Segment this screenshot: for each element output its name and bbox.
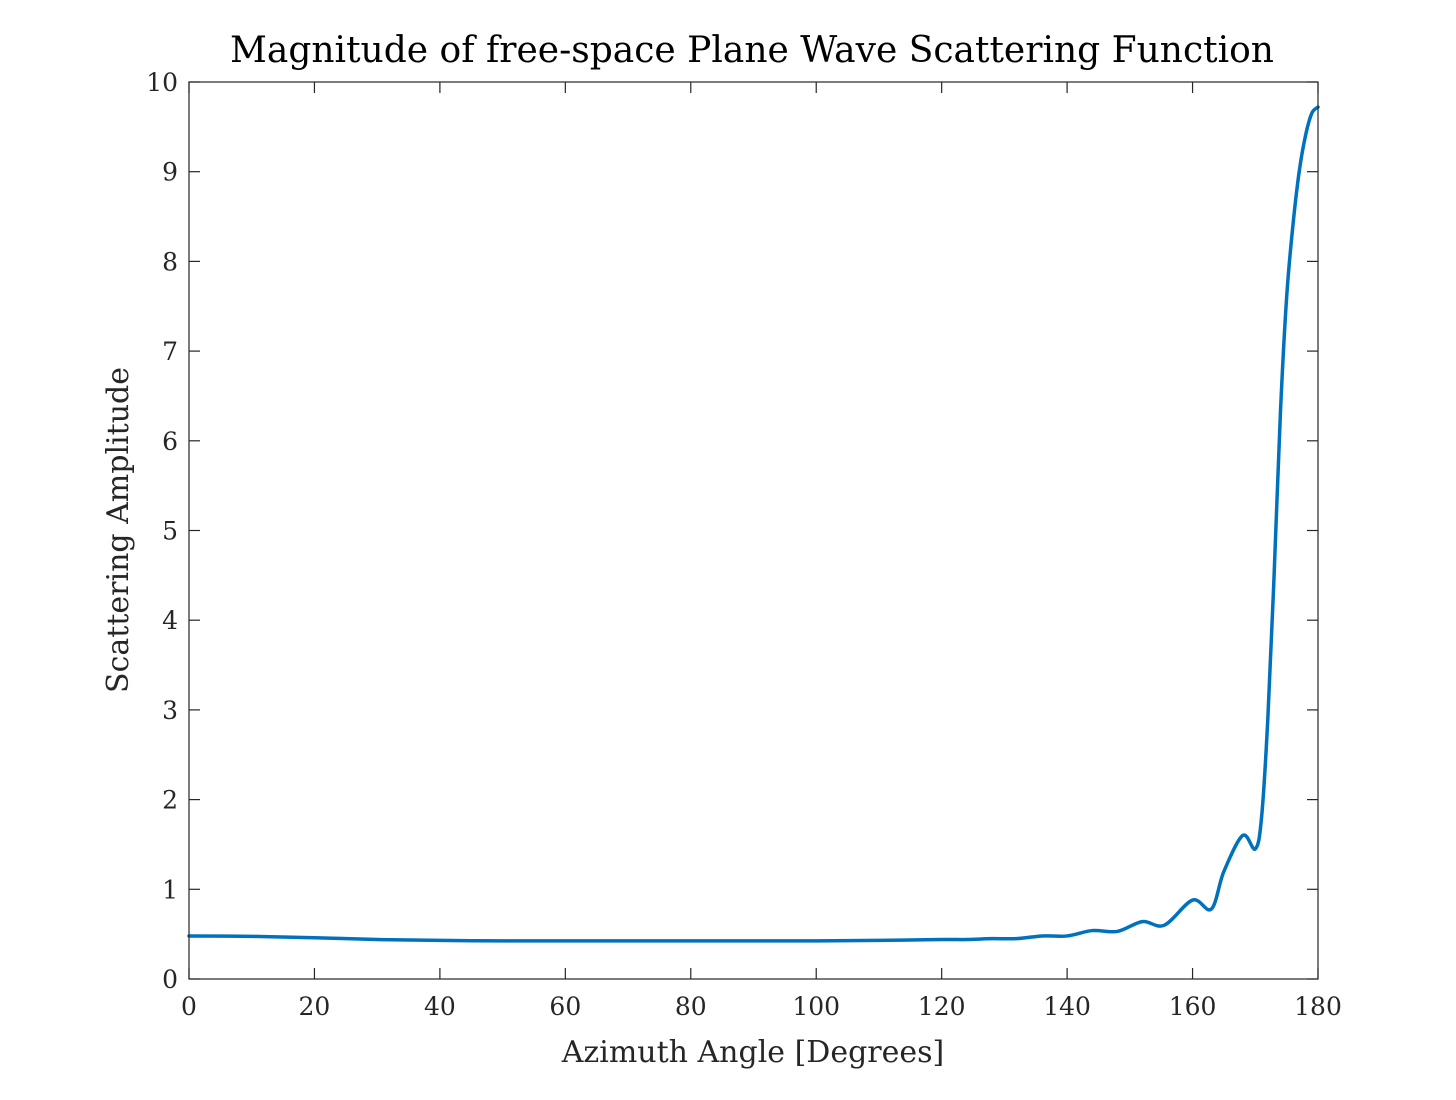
x-tick-label: 60 bbox=[549, 992, 581, 1021]
y-tick-label: 0 bbox=[162, 965, 178, 994]
plot-box bbox=[188, 81, 1319, 980]
x-tick-label: 20 bbox=[299, 992, 331, 1021]
x-tick-label: 100 bbox=[792, 992, 840, 1021]
y-tick-label: 2 bbox=[162, 786, 178, 815]
plot-area bbox=[189, 82, 1318, 979]
y-tick-label: 4 bbox=[162, 606, 178, 635]
y-axis-label: Scattering Amplitude bbox=[101, 367, 136, 693]
y-tick-label: 1 bbox=[162, 875, 178, 904]
x-tick-label: 180 bbox=[1294, 992, 1342, 1021]
series-line bbox=[187, 105, 1320, 943]
series-layer bbox=[187, 105, 1320, 943]
x-tick-label: 140 bbox=[1043, 992, 1091, 1021]
y-tick-label: 10 bbox=[146, 68, 178, 97]
y-tick-label: 5 bbox=[162, 517, 178, 546]
x-tick-label: 160 bbox=[1169, 992, 1217, 1021]
x-tick-label: 0 bbox=[181, 992, 197, 1021]
x-tick-label: 80 bbox=[675, 992, 707, 1021]
y-tick-label: 9 bbox=[162, 158, 178, 187]
x-axis-ticks: 0 20 40 60 80 100 120 140 160 180 bbox=[181, 82, 1342, 1021]
y-tick-label: 3 bbox=[162, 696, 178, 725]
x-axis-label: Azimuth Angle [Degrees] bbox=[561, 1035, 945, 1070]
y-tick-label: 8 bbox=[162, 247, 178, 276]
y-tick-label: 7 bbox=[162, 337, 178, 366]
chart-title: Magnitude of free-space Plane Wave Scatt… bbox=[230, 30, 1274, 71]
x-tick-label: 120 bbox=[918, 992, 966, 1021]
y-axis-ticks: 0 1 2 3 4 5 6 7 8 9 10 bbox=[146, 68, 1318, 994]
y-tick-label: 6 bbox=[162, 427, 178, 456]
x-tick-label: 40 bbox=[424, 992, 456, 1021]
